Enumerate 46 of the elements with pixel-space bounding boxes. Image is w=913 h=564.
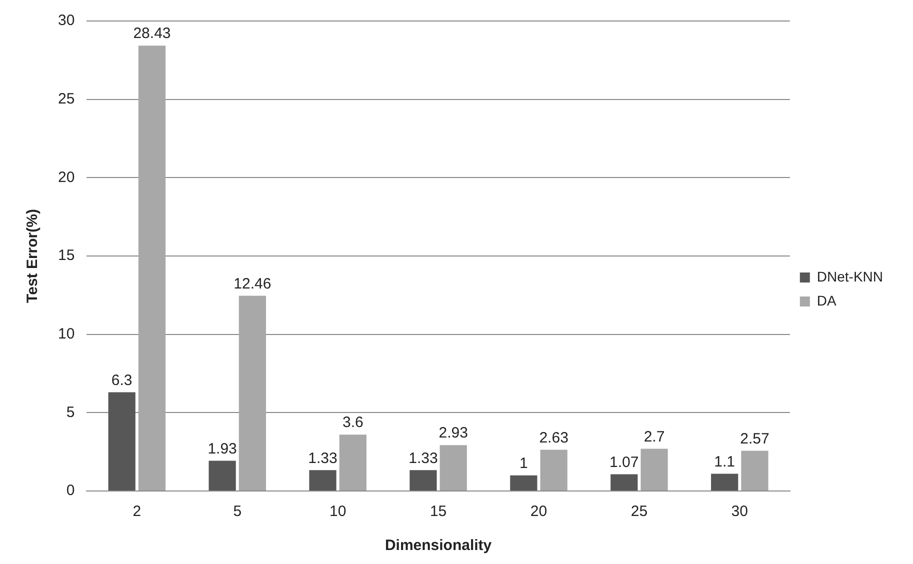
legend-label: DNet-KNN <box>816 268 884 284</box>
bar <box>339 434 366 490</box>
y-tick-label: 20 <box>58 168 75 186</box>
legend-label: DA <box>816 292 837 308</box>
bar <box>138 46 166 490</box>
x-tick-label: 30 <box>731 503 748 520</box>
y-tick-label: 10 <box>58 325 75 342</box>
data-label: 1.93 <box>208 440 237 458</box>
bar <box>540 450 568 490</box>
y-tick-label: 25 <box>58 90 75 108</box>
bar <box>108 392 136 490</box>
data-label: 2.7 <box>644 428 665 446</box>
y-tick-label: 5 <box>66 404 75 421</box>
data-label: 2.93 <box>438 424 468 442</box>
x-tick-label: 20 <box>530 503 548 520</box>
x-tick-label: 5 <box>233 503 242 520</box>
data-label: 28.43 <box>133 25 171 42</box>
data-label: 3.6 <box>342 414 364 432</box>
bar <box>510 475 538 490</box>
y-tick-label: 15 <box>58 247 75 264</box>
y-tick-label: 0 <box>66 482 75 500</box>
bar <box>238 296 266 490</box>
data-label: 12.46 <box>234 275 272 292</box>
data-label: 6.3 <box>111 372 132 389</box>
bar <box>410 470 437 490</box>
bar <box>610 474 638 490</box>
bar <box>208 460 236 490</box>
bar <box>309 470 336 490</box>
x-axis-title: Dimensionality <box>384 537 492 554</box>
bar <box>711 474 738 490</box>
x-tick-label: 2 <box>132 503 142 520</box>
bar <box>640 448 668 490</box>
bar <box>741 450 768 490</box>
x-tick-label: 15 <box>430 503 447 520</box>
data-label: 2.63 <box>539 429 568 446</box>
data-label: 2.57 <box>740 430 770 448</box>
data-label: 1.07 <box>610 454 639 471</box>
y-axis-title: Test Error(%) <box>24 209 42 303</box>
x-tick-label: 10 <box>329 503 346 520</box>
data-label: 1.1 <box>714 453 736 470</box>
data-label: 1.33 <box>408 450 438 467</box>
data-label: 1.33 <box>308 450 338 467</box>
y-tick-label: 30 <box>58 12 75 30</box>
x-tick-label: 25 <box>630 503 648 520</box>
bar <box>440 445 467 490</box>
data-label: 1 <box>520 454 528 472</box>
